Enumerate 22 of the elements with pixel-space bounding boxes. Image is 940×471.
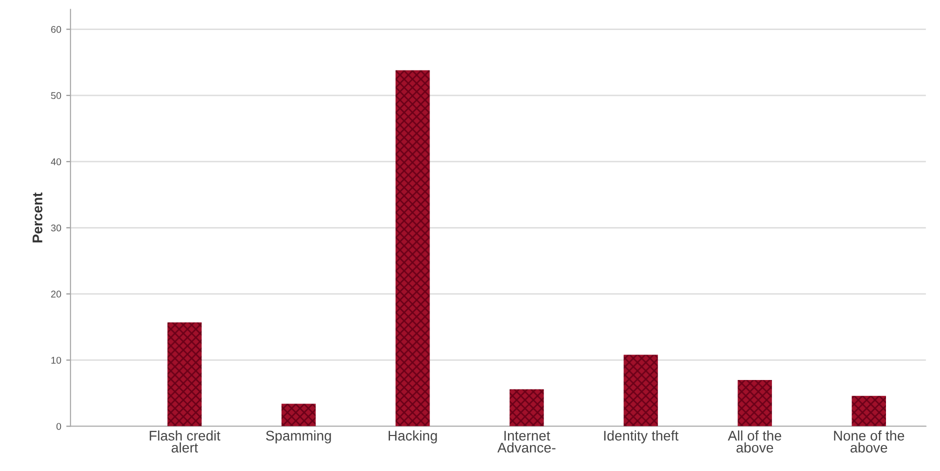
bar — [167, 322, 202, 426]
bar — [396, 70, 430, 426]
y-tick-label: 20 — [51, 290, 62, 298]
y-tick-label: 0 — [56, 422, 62, 430]
bar — [624, 354, 658, 426]
bar — [510, 389, 544, 426]
y-tick-label: 60 — [51, 26, 62, 33]
y-axis-title: Percent — [32, 192, 42, 242]
bar — [282, 404, 316, 426]
x-tick-label: Identity theft — [604, 430, 678, 444]
y-tick-label: 40 — [50, 158, 62, 166]
y-tick-label: 50 — [51, 92, 62, 100]
y-tick-label: 10 — [51, 356, 62, 364]
x-tick-label: Internet Advance- — [497, 430, 556, 453]
x-tick-label: None of the above — [834, 430, 904, 453]
bar — [852, 396, 886, 426]
x-tick-label: Flash credit alert — [150, 430, 220, 453]
y-tick-label: 30 — [51, 224, 62, 232]
bar — [738, 380, 772, 426]
x-tick-label: Hacking — [388, 430, 437, 444]
x-tick-label: All of the above — [728, 430, 782, 453]
x-tick-label: Spamming — [266, 430, 331, 444]
